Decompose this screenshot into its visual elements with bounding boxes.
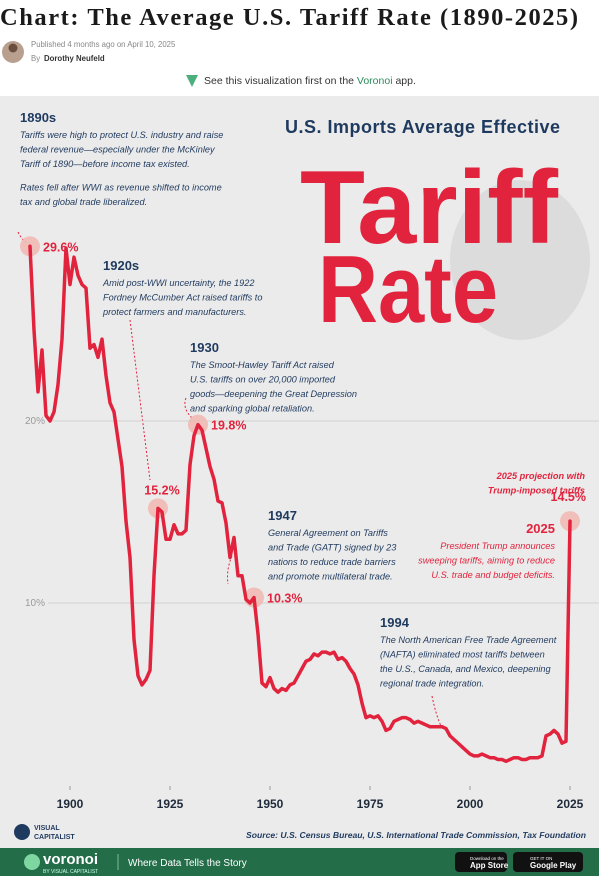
annotation-title: 1930 bbox=[190, 340, 219, 355]
annotation-text: and promote multilateral trade. bbox=[268, 572, 393, 582]
annotation-text: Fordney McCumber Act raised tariffs to bbox=[103, 293, 262, 303]
promo-text: See this visualization first on the Voro… bbox=[204, 75, 416, 87]
x-tick-label: 1950 bbox=[257, 797, 284, 811]
annotation-title: 1920s bbox=[103, 258, 139, 273]
value-label: 15.2% bbox=[144, 483, 179, 497]
annotation-text: The North American Free Trade Agreement bbox=[380, 635, 557, 645]
voronoi-logo-mark bbox=[24, 854, 40, 870]
value-label: 10.3% bbox=[267, 592, 302, 606]
footer-sub: BY VISUAL CAPITALIST bbox=[43, 869, 98, 875]
vc-logo: CAPITALIST bbox=[34, 834, 75, 841]
annotation-text: 2025 projection with bbox=[496, 471, 586, 481]
annotation-text: Rates fell after WWI as revenue shifted … bbox=[20, 183, 222, 193]
connector bbox=[184, 397, 193, 419]
promo-link[interactable]: Voronoi bbox=[357, 75, 393, 87]
tagline: Where Data Tells the Story bbox=[128, 858, 247, 869]
chart-title: Tariff bbox=[300, 150, 558, 266]
app-store-badge[interactable] bbox=[455, 852, 507, 872]
annotation-title: 1947 bbox=[268, 508, 297, 523]
app-store-small: Download on the bbox=[470, 856, 504, 861]
annotation-text: nations to reduce trade barriers bbox=[268, 557, 396, 567]
y-tick-label: 10% bbox=[25, 598, 45, 609]
annotation-text: Trump-imposed tariffs bbox=[488, 486, 585, 496]
value-label: 29.6% bbox=[43, 240, 78, 254]
y-tick-label: 20% bbox=[25, 416, 45, 427]
annotation-title: 1890s bbox=[20, 110, 56, 125]
annotation-text: and Trade (GATT) signed by 23 bbox=[268, 543, 397, 553]
x-tick-label: 2025 bbox=[557, 797, 584, 811]
annotation-text: Tariff of 1890—before income tax existed… bbox=[20, 159, 190, 169]
plot: 10% 20% 1900 1925 1950 1975 2000 2025 1890s Tarif… bbox=[20, 110, 599, 811]
annotation-text: tax and global trade liberalized. bbox=[20, 197, 147, 207]
voronoi-icon bbox=[186, 75, 198, 87]
annotation-text: U.S. trade and budget deficits. bbox=[431, 570, 555, 580]
annotation-text: Amid post-WWI uncertainty, the 1922 bbox=[102, 278, 255, 288]
x-tick-label: 2000 bbox=[457, 797, 484, 811]
x-tick-label: 1925 bbox=[157, 797, 184, 811]
annotation-text: President Trump announces bbox=[440, 541, 555, 551]
annotation-text: protect farmers and manufacturers. bbox=[102, 307, 247, 317]
vc-logo-mark bbox=[14, 824, 30, 840]
annotation-text: U.S. tariffs on over 20,000 imported bbox=[190, 375, 336, 385]
value-label: 14.5% bbox=[551, 490, 586, 504]
by: By bbox=[31, 54, 40, 63]
app-store: App Store bbox=[470, 861, 509, 870]
chart-subtitle: U.S. Imports Average Effective bbox=[285, 117, 560, 137]
annotation-text: the U.S., Canada, and Mexico, deepening bbox=[380, 664, 551, 674]
connector bbox=[129, 319, 151, 481]
annotation-text: federal revenue—especially under the McK… bbox=[20, 145, 216, 155]
x-tick-label: 1900 bbox=[57, 797, 84, 811]
vc-logo: VISUAL bbox=[34, 825, 60, 832]
annotation-text: Tariffs were high to protect U.S. indust… bbox=[20, 130, 223, 140]
footer-brand: voronoi bbox=[43, 851, 98, 868]
silhouette bbox=[450, 180, 590, 340]
annotation-text: General Agreement on Tariffs bbox=[268, 528, 388, 538]
annotation-text: sweeping tariffs, aiming to reduce bbox=[418, 556, 555, 566]
value-label: 19.8% bbox=[211, 419, 246, 433]
annotation-text: (NAFTA) eliminated most tariffs between bbox=[380, 650, 545, 660]
avatar-head bbox=[8, 43, 18, 53]
author[interactable]: Dorothy Neufeld bbox=[44, 54, 105, 63]
promo: See this visualization first on the bbox=[204, 75, 354, 87]
google-play: Google Play bbox=[530, 861, 577, 870]
published: Published 4 months ago on April 10, 2025 bbox=[31, 40, 176, 49]
annotation-text: goods—deepening the Great Depression bbox=[190, 389, 357, 399]
source: Source: U.S. Census Bureau, U.S. Interna… bbox=[246, 830, 586, 840]
annotation-text: The Smoot-Hawley Tariff Act raised bbox=[190, 360, 335, 370]
google-play-small: GET IT ON bbox=[530, 856, 552, 861]
annotation-text: regional trade integration. bbox=[380, 679, 484, 689]
promo-suffix: app. bbox=[395, 75, 415, 87]
page-title: Chart: The Average U.S. Tariff Rate (189… bbox=[0, 4, 578, 31]
annotation-text: and sparking global retaliation. bbox=[190, 404, 315, 414]
annotation-title: 2025 bbox=[526, 521, 555, 536]
google-play-badge[interactable] bbox=[513, 852, 583, 872]
annotation-title: 1994 bbox=[380, 615, 410, 630]
x-tick-label: 1975 bbox=[357, 797, 384, 811]
chart-title: Rate bbox=[318, 236, 498, 343]
series-line bbox=[28, 244, 572, 764]
